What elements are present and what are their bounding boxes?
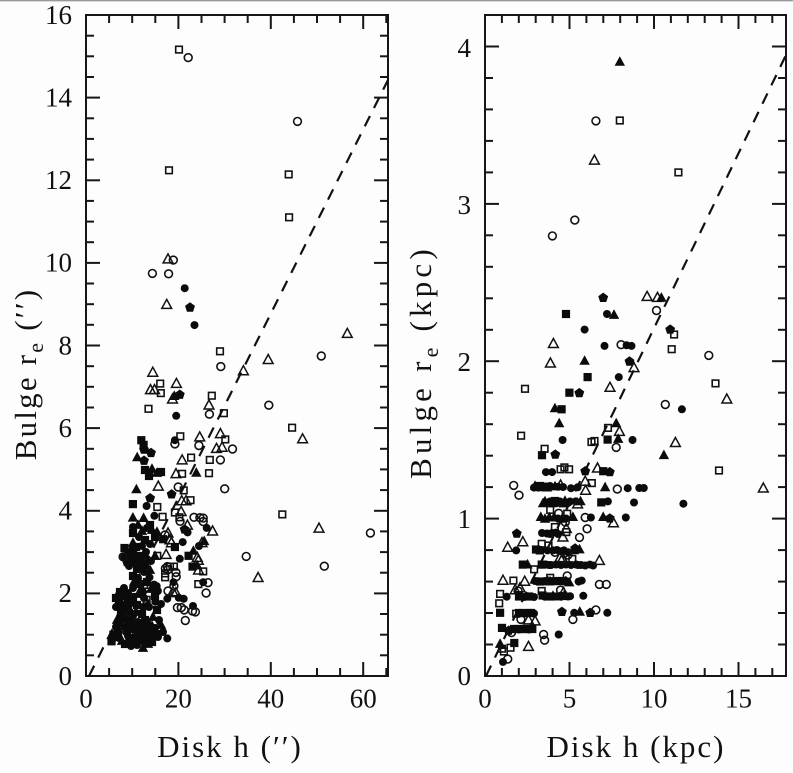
svg-text:1: 1 — [458, 504, 472, 534]
svg-text:4: 4 — [458, 33, 472, 63]
svg-text:0: 0 — [59, 661, 73, 691]
svg-text:8: 8 — [59, 330, 73, 360]
svg-text:Bulge re (′′): Bulge re (′′) — [8, 288, 48, 460]
svg-text:Disk h (′′): Disk h (′′) — [157, 729, 303, 764]
svg-text:2: 2 — [59, 578, 73, 608]
svg-text:12: 12 — [45, 165, 72, 195]
svg-text:10: 10 — [641, 684, 668, 714]
svg-text:2: 2 — [458, 347, 472, 377]
svg-text:14: 14 — [45, 82, 73, 112]
svg-text:16: 16 — [45, 0, 72, 30]
svg-text:Bulge re (kpc): Bulge re (kpc) — [403, 245, 443, 479]
svg-text:3: 3 — [458, 190, 472, 220]
svg-text:10: 10 — [45, 248, 72, 278]
svg-text:0: 0 — [478, 684, 492, 714]
svg-text:60: 60 — [350, 684, 377, 714]
svg-text:0: 0 — [458, 661, 472, 691]
svg-text:6: 6 — [59, 413, 73, 443]
svg-text:0: 0 — [79, 684, 93, 714]
svg-text:20: 20 — [165, 684, 192, 714]
svg-text:15: 15 — [725, 684, 752, 714]
svg-text:40: 40 — [257, 684, 284, 714]
svg-text:4: 4 — [59, 496, 73, 526]
svg-text:5: 5 — [563, 684, 577, 714]
svg-text:Disk h (kpc): Disk h (kpc) — [547, 729, 726, 764]
